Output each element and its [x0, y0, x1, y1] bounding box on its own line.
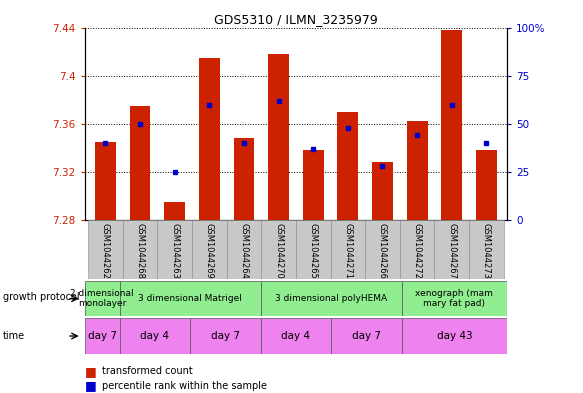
Bar	[190, 318, 261, 354]
Bar	[120, 318, 190, 354]
Bar	[199, 58, 220, 220]
Text: day 7: day 7	[352, 331, 381, 341]
Text: 3 dimensional polyHEMA: 3 dimensional polyHEMA	[275, 294, 387, 303]
Bar	[296, 220, 331, 279]
Bar	[227, 220, 261, 279]
Bar	[261, 318, 331, 354]
Text: 2 dimensional
monolayer: 2 dimensional monolayer	[71, 289, 134, 309]
Text: GSM1044269: GSM1044269	[205, 223, 214, 279]
Text: day 4: day 4	[141, 331, 170, 341]
Bar	[234, 138, 254, 220]
Bar	[331, 318, 402, 354]
Bar	[331, 220, 365, 279]
Bar	[434, 220, 469, 279]
Bar	[402, 281, 507, 316]
Text: GSM1044271: GSM1044271	[343, 223, 352, 279]
Text: day 4: day 4	[282, 331, 310, 341]
Bar	[441, 30, 462, 220]
Text: ■: ■	[85, 379, 96, 393]
Text: GSM1044270: GSM1044270	[274, 223, 283, 279]
Bar	[303, 150, 324, 220]
Text: ■: ■	[85, 365, 96, 378]
Text: day 43: day 43	[437, 331, 472, 341]
Bar	[338, 112, 358, 220]
Bar	[85, 318, 120, 354]
Bar	[476, 150, 497, 220]
Text: GSM1044272: GSM1044272	[413, 223, 422, 279]
Bar	[129, 106, 150, 220]
Text: GSM1044265: GSM1044265	[308, 223, 318, 279]
Bar	[402, 318, 507, 354]
Text: growth protocol: growth protocol	[3, 292, 79, 302]
Text: GSM1044263: GSM1044263	[170, 223, 179, 279]
Bar	[85, 281, 120, 316]
Bar	[88, 220, 122, 279]
Text: percentile rank within the sample: percentile rank within the sample	[102, 381, 267, 391]
Bar	[469, 220, 504, 279]
Text: transformed count: transformed count	[102, 366, 193, 376]
Bar	[261, 220, 296, 279]
Text: GSM1044268: GSM1044268	[135, 223, 145, 279]
Bar	[95, 142, 115, 220]
Bar	[164, 202, 185, 220]
Text: 3 dimensional Matrigel: 3 dimensional Matrigel	[138, 294, 242, 303]
Text: GSM1044262: GSM1044262	[101, 223, 110, 279]
Bar	[268, 54, 289, 220]
Text: xenograph (mam
mary fat pad): xenograph (mam mary fat pad)	[416, 289, 493, 309]
Bar	[261, 281, 402, 316]
Text: day 7: day 7	[87, 331, 117, 341]
Bar	[365, 220, 400, 279]
Bar	[192, 220, 227, 279]
Bar	[122, 220, 157, 279]
Text: GSM1044273: GSM1044273	[482, 223, 491, 279]
Title: GDS5310 / ILMN_3235979: GDS5310 / ILMN_3235979	[214, 13, 378, 26]
Text: GSM1044264: GSM1044264	[240, 223, 248, 279]
Text: GSM1044266: GSM1044266	[378, 223, 387, 279]
Text: day 7: day 7	[211, 331, 240, 341]
Bar	[120, 281, 261, 316]
Bar	[400, 220, 434, 279]
Bar	[157, 220, 192, 279]
Text: GSM1044267: GSM1044267	[447, 223, 456, 279]
Bar	[407, 121, 427, 220]
Bar	[372, 162, 393, 220]
Text: time: time	[3, 331, 25, 341]
